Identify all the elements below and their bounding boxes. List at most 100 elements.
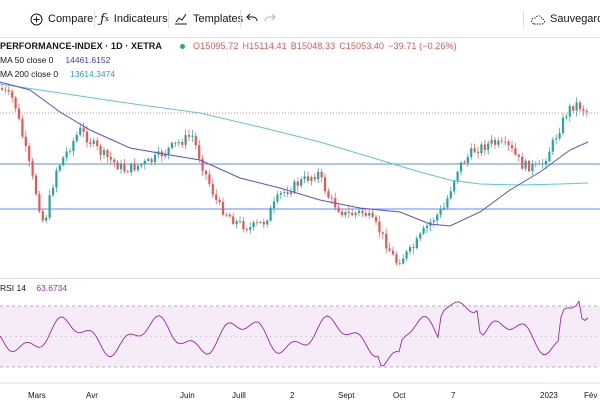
candle-body [211,184,214,195]
templates-button[interactable]: Templates [174,8,243,30]
candle-body [551,139,554,152]
ma200-label: MA 200 close 0 [0,69,59,79]
candle-body [582,109,585,111]
candle-body [548,151,551,161]
candle-body [374,216,378,222]
candle-body [119,164,123,170]
candlestick-series [0,84,588,266]
ohlc-low: B15048.33 [290,41,336,51]
candle-body [402,258,405,264]
candle-body [259,221,262,223]
candle-body [323,177,327,192]
x-axis-label: Oct [393,391,406,400]
candle-body [62,157,65,166]
candle-body [310,177,313,181]
undo-button[interactable] [246,8,258,30]
candle-body [31,161,34,176]
candle-body [48,195,51,218]
candle-body [340,211,344,216]
candle-body [150,158,153,163]
candle-body [262,221,265,225]
candle-body [371,212,374,217]
candle-body [0,88,4,90]
ohlc-open: O15095.72 [193,41,239,51]
candle-body [102,150,106,155]
redo-icon [264,13,276,26]
candle-body [436,214,439,221]
candle-body [204,170,208,175]
candle-body [191,135,194,137]
symbol-title[interactable]: PERFORMANCE-INDEX · 1D · XETRA [0,41,163,51]
candle-body [55,170,58,188]
candle-body [378,221,381,233]
candle-body [272,201,276,209]
candle-body [109,156,112,160]
candle-body [300,179,303,186]
candle-body [568,106,571,117]
toolbar-divider [168,10,169,28]
ma50-label: MA 50 close 0 [0,55,54,65]
candle-body [82,127,85,132]
save-label: Sauvegarder [550,13,600,25]
candle-body [106,150,109,157]
rsi-legend[interactable]: RSI 14 63.6734 [0,283,67,293]
candle-body [385,233,388,249]
ma200-value: 13614.3474 [70,69,116,79]
candle-body [368,212,371,216]
candle-body [286,192,289,194]
candle-body [459,162,463,172]
candle-body [187,134,191,137]
candle-body [419,233,422,239]
candle-body [130,163,133,173]
candle-body [412,247,415,249]
candle-body [7,90,10,92]
candle-body [538,163,541,165]
candle-body [449,191,452,199]
candle-body [225,214,228,216]
redo-button[interactable] [264,8,276,30]
candle-body [337,207,340,212]
pane-divider [0,278,600,279]
cloud-icon [530,14,545,25]
candle-body [490,139,493,144]
market-status-icon [180,43,186,49]
candle-body [266,220,269,225]
candle-body [177,142,180,143]
candle-body [245,229,248,231]
candle-body [306,176,310,181]
ma50-line [0,81,589,227]
x-axis-label: 2023 [540,391,558,400]
candle-body [79,127,82,135]
ma200-legend[interactable]: MA 200 close 0 13614.3474 [0,67,115,81]
candle-body [514,148,517,155]
candle-body [181,142,184,145]
toolbar-divider [240,10,241,28]
x-axis-label: Sept [338,391,355,400]
candle-body [235,221,238,224]
compare-label: Comparer [48,13,97,25]
candle-body [140,164,143,166]
candle-body [405,251,408,259]
candle-body [65,151,68,158]
candle-body [133,163,136,171]
candle-body [347,211,350,214]
candle-body [34,175,38,195]
undo-icon [246,13,258,26]
candle-body [473,148,476,152]
x-axis-label: 7 [451,391,456,400]
candle-body [153,154,157,163]
candle-body [215,194,218,200]
candle-body [92,140,95,144]
ma50-legend[interactable]: MA 50 close 0 14461.6152 [0,53,110,67]
toolbar-divider [94,10,95,28]
candle-body [201,158,204,171]
candle-body [99,146,102,155]
ohlc-close: C15053.40 [339,41,385,51]
save-button[interactable]: Sauvegarder [530,8,600,30]
x-axis-label: Avr [86,391,98,400]
candle-body [68,151,72,153]
compare-button[interactable]: Comparer [30,8,97,30]
